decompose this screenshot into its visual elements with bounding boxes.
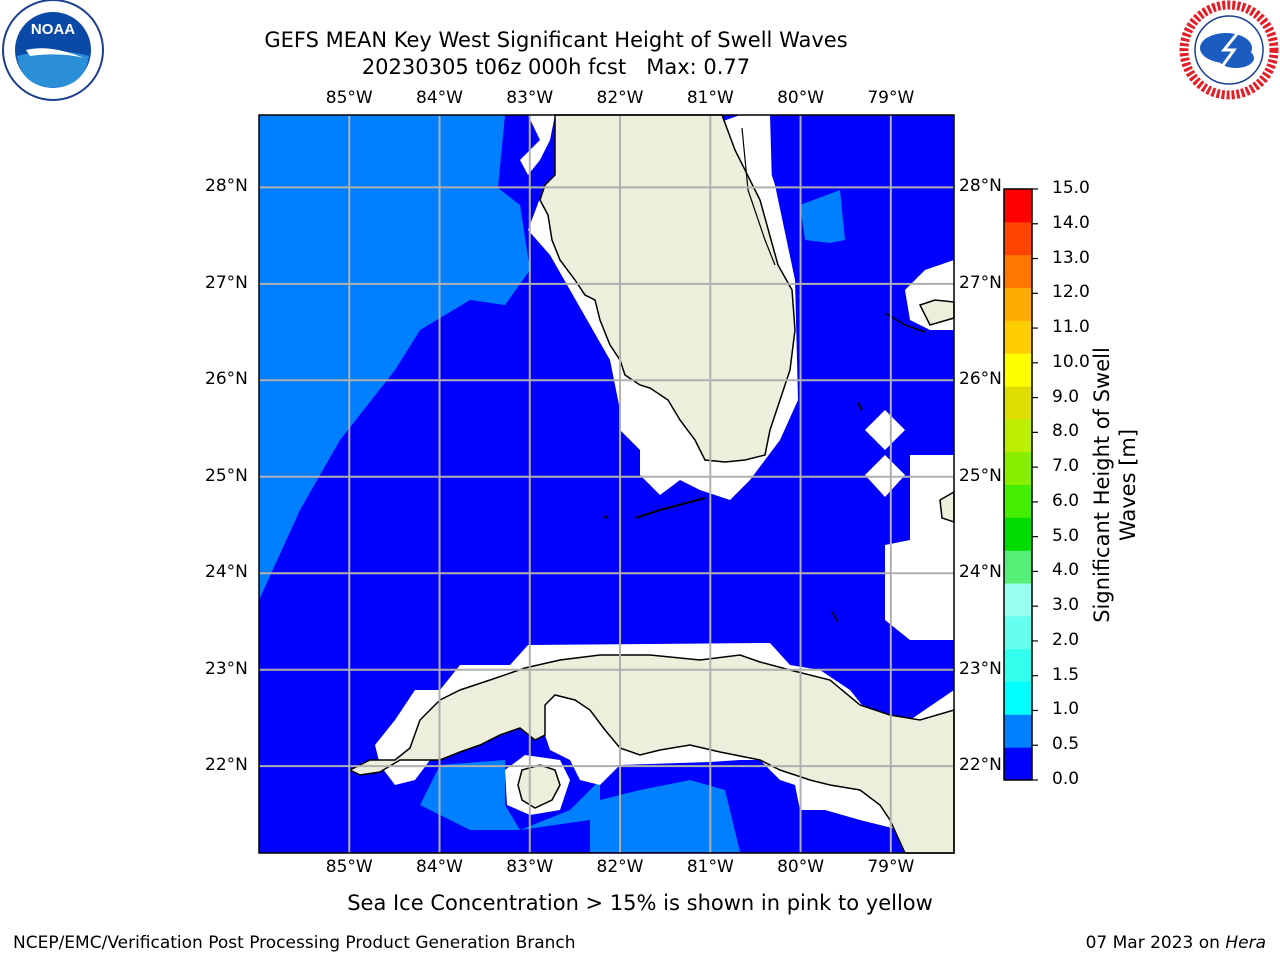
- lat-tick-label: 25°N: [205, 465, 248, 486]
- colorbar-bin: [1004, 254, 1032, 288]
- lat-tick-label: 26°N: [959, 369, 1002, 390]
- lon-tick-label: 79°W: [867, 857, 915, 877]
- florida-keys: [634, 497, 706, 519]
- colorbar-tick-label: 5.0: [1052, 525, 1080, 546]
- colorbar-tick-label: 12.0: [1052, 282, 1090, 303]
- lon-tick-label: 80°W: [777, 857, 825, 877]
- colorbar-tick-label: 7.0: [1052, 456, 1080, 477]
- florida-keys: [603, 515, 609, 519]
- colorbar-tick-label: 13.0: [1052, 247, 1090, 268]
- lat-tick-label: 22°N: [205, 755, 248, 776]
- colorbar-tick-label: 11.0: [1052, 317, 1090, 338]
- sea-ice-note: Sea Ice Concentration > 15% is shown in …: [0, 891, 1280, 915]
- masked-region: [520, 115, 555, 175]
- colorbar-tick-label: 4.0: [1052, 560, 1080, 581]
- lon-tick-label: 80°W: [777, 88, 825, 108]
- colorbar-tick-label: 1.0: [1052, 699, 1080, 720]
- colorbar-tick-label: 1.5: [1052, 664, 1080, 685]
- colorbar-tick-label: 8.0: [1052, 421, 1080, 442]
- lat-tick-label: 23°N: [205, 658, 248, 679]
- colorbar-title: Significant Height of Swell Waves [m]: [1089, 347, 1141, 623]
- lon-tick-label: 81°W: [686, 857, 734, 877]
- colorbar-bin: [1004, 517, 1032, 551]
- map-frame: [258, 114, 955, 854]
- lon-tick-label: 83°W: [506, 88, 554, 108]
- colorbar-bin: [1004, 583, 1032, 617]
- colorbar-bin: [1004, 714, 1032, 748]
- lat-tick-label: 28°N: [205, 176, 248, 197]
- lat-tick-label: 24°N: [205, 562, 248, 583]
- colorbar-tick-label: 2.0: [1052, 629, 1080, 650]
- lat-tick-label: 28°N: [959, 176, 1002, 197]
- colorbar-bin: [1004, 451, 1032, 485]
- colorbar-tick-label: 0.0: [1052, 769, 1080, 789]
- colorbar-title-line2: Waves [m]: [1116, 428, 1140, 542]
- colorbar-bin: [1004, 747, 1032, 781]
- colorbar: [1003, 188, 1038, 781]
- colorbar-bin: [1004, 386, 1032, 420]
- colorbar-bin: [1004, 189, 1032, 223]
- footer-machine: Hera: [1225, 933, 1266, 953]
- map-title: GEFS MEAN Key West Significant Height of…: [264, 28, 848, 52]
- colorbar-tick-label: 6.0: [1052, 490, 1080, 511]
- lon-tick-label: 84°W: [416, 857, 463, 877]
- colorbar-bin: [1004, 615, 1032, 650]
- graticule: [259, 115, 954, 853]
- colorbar-bin: [1004, 221, 1032, 256]
- lat-tick-label: 23°N: [959, 658, 1002, 679]
- noaa-logo: NOAA: [2, 0, 104, 101]
- lon-tick-label: 83°W: [506, 857, 554, 877]
- masked-region: [752, 115, 772, 190]
- lat-tick-label: 26°N: [205, 369, 248, 390]
- map-subtitle: 20230305 t06z 000h fcst Max: 0.77: [361, 55, 751, 79]
- ocean-mid-swell-region: [259, 115, 530, 600]
- nws-logo: [1179, 0, 1279, 100]
- lat-tick-label: 24°N: [959, 562, 1002, 583]
- ocean-mid-swell-region: [420, 760, 740, 852]
- colorbar-tick-label: 9.0: [1052, 386, 1080, 407]
- cuba-land: [348, 654, 955, 854]
- lon-tick-label: 84°W: [416, 88, 463, 108]
- colorbar-bin: [1004, 648, 1032, 682]
- bahamas-coast: [857, 402, 863, 411]
- noaa-logo-text: NOAA: [31, 21, 75, 38]
- colorbar-bin: [1004, 418, 1032, 453]
- lon-tick-label: 81°W: [686, 88, 734, 108]
- florida-east-coast-line: [741, 127, 776, 266]
- lon-tick-label: 85°W: [325, 88, 373, 108]
- lon-tick-label: 82°W: [596, 857, 644, 877]
- lat-tick-label: 27°N: [959, 272, 1002, 293]
- land-layer: [348, 114, 955, 854]
- colorbar-frame: [1003, 188, 1033, 781]
- colorbar-tick-label: 10.0: [1052, 351, 1090, 372]
- colorbar-tick-label: 14.0: [1052, 212, 1090, 233]
- colorbar-bin: [1004, 353, 1032, 387]
- lon-tick-label: 82°W: [596, 88, 644, 108]
- footer-date-text: 07 Mar 2023 on: [1085, 933, 1226, 953]
- lon-tick-label: 79°W: [867, 88, 915, 108]
- colorbar-bin: [1004, 550, 1032, 584]
- colorbar-bin: [1004, 484, 1032, 518]
- sea-ice-note-text: Sea Ice Concentration > 15% is shown in …: [347, 891, 933, 915]
- colorbar-bin: [1004, 287, 1032, 321]
- lat-tick-label: 27°N: [205, 272, 248, 293]
- colorbar-tick-label: 15.0: [1052, 178, 1090, 198]
- florida-land: [539, 114, 796, 463]
- masked-region: [885, 455, 954, 640]
- ocean-mid-swell-region: [800, 190, 845, 243]
- footer-date: 07 Mar 2023 on Hera: [1086, 933, 1266, 953]
- footer-credit: NCEP/EMC/Verification Post Processing Pr…: [13, 933, 576, 953]
- lat-tick-label: 22°N: [959, 755, 1002, 776]
- masked-region: [865, 410, 905, 450]
- lat-tick-label: 25°N: [959, 465, 1002, 486]
- colorbar-title-line1: Significant Height of Swell: [1090, 347, 1114, 623]
- cay-coast: [831, 611, 839, 623]
- colorbar-tick-label: 0.5: [1052, 734, 1080, 755]
- colorbar-tick-label: 3.0: [1052, 595, 1080, 616]
- colorbar-bin: [1004, 681, 1032, 715]
- lon-tick-label: 85°W: [325, 857, 373, 877]
- colorbar-bin: [1004, 320, 1032, 354]
